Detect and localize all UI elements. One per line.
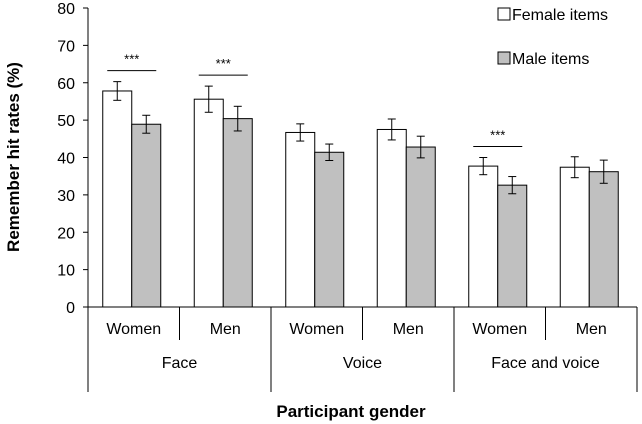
plot-area: 0 10 20 30 40 50 60 70 80 Women Men Women Men Women Me… xyxy=(57,1,638,392)
bar-female-items xyxy=(559,166,590,308)
bar-male-items xyxy=(314,151,345,308)
y-tick-label: 30 xyxy=(57,188,75,205)
significance-label: *** xyxy=(490,128,505,143)
bar-female-items xyxy=(376,128,407,308)
y-axis-label: Remember hit rates (%) xyxy=(4,62,23,252)
y-tick-label: 40 xyxy=(57,151,75,168)
category-label: Women xyxy=(289,321,344,338)
y-tick-label: 70 xyxy=(57,38,75,55)
group-label: Voice xyxy=(343,355,382,372)
y-tick-label: 10 xyxy=(57,263,75,280)
category-label: Men xyxy=(393,321,424,338)
bar-female-items xyxy=(285,131,316,308)
x-axis-label: Participant gender xyxy=(276,402,426,421)
bar-male-items xyxy=(222,118,253,308)
legend-label-female-items: Female items xyxy=(512,7,608,24)
bar-male-items xyxy=(588,171,619,308)
bar-male-items xyxy=(497,184,528,308)
bar-female-items xyxy=(193,98,224,308)
category-label: Women xyxy=(106,321,161,338)
bar-male-items xyxy=(405,146,436,308)
y-tick-label: 0 xyxy=(66,300,75,317)
bar-female-items xyxy=(468,165,499,308)
y-tick-label: 20 xyxy=(57,225,75,242)
bar-male-items xyxy=(131,123,162,308)
category-label: Men xyxy=(210,321,241,338)
legend: Female items Male items xyxy=(497,7,608,68)
y-tick-label: 60 xyxy=(57,76,75,93)
legend-swatch-male-items xyxy=(497,51,511,65)
legend-label-male-items: Male items xyxy=(512,51,589,68)
significance-label: *** xyxy=(216,56,231,71)
category-label: Women xyxy=(472,321,527,338)
significance-label: *** xyxy=(124,52,139,67)
y-tick-label: 80 xyxy=(57,1,75,18)
bar-female-items xyxy=(102,90,133,308)
legend-swatch-female-items xyxy=(497,7,511,21)
y-tick-label: 50 xyxy=(57,113,75,130)
group-label: Face xyxy=(162,355,198,372)
category-label: Men xyxy=(576,321,607,338)
group-label: Face and voice xyxy=(491,355,600,372)
